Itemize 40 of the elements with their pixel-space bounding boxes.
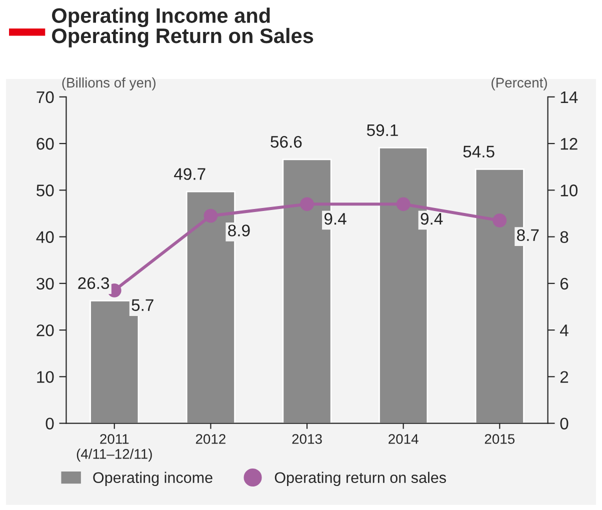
y-tick-label: 50 xyxy=(36,184,54,196)
y2-tick-label: 8 xyxy=(560,231,568,243)
y-tick-label: 20 xyxy=(36,324,54,336)
legend-label: Operating income xyxy=(93,472,212,486)
point xyxy=(396,197,410,212)
point xyxy=(300,197,314,212)
y2-tick-label: 0 xyxy=(560,418,568,430)
y2-tick-label: 6 xyxy=(560,278,568,290)
data-label: 8.9 xyxy=(228,224,250,236)
y2-tick-label: 12 xyxy=(560,138,578,150)
y-tick-label: 60 xyxy=(36,138,54,150)
point xyxy=(492,214,507,228)
y2-tick-label: 2 xyxy=(560,371,568,383)
data-label: 54.5 xyxy=(463,146,494,158)
data-label: 9.4 xyxy=(324,212,346,225)
y-axis-title: (Billions of yen) xyxy=(62,77,156,90)
y2-tick-label: 4 xyxy=(560,324,568,336)
y2-tick-label: 14 xyxy=(560,91,578,103)
x-tick-label: 2013 xyxy=(292,434,322,444)
y-tick-label: 40 xyxy=(36,231,54,243)
chart-title: Operating Income and Operating Return on Sales xyxy=(52,8,314,48)
point xyxy=(204,208,218,223)
y-tick-label: 30 xyxy=(36,278,54,290)
legend-label: Operating return on sales xyxy=(274,472,446,486)
data-label: 26.3 xyxy=(78,277,110,290)
y-tick-label: 70 xyxy=(36,91,54,104)
x-tick-label: 2014 xyxy=(388,434,418,444)
y-tick-label: 10 xyxy=(37,371,54,383)
data-label: 56.6 xyxy=(270,136,302,148)
x-tick-label: 2015 xyxy=(484,434,515,444)
data-label: 49.7 xyxy=(174,168,206,180)
data-label: 5.7 xyxy=(132,299,154,311)
y2-axis-title: (Percent) xyxy=(492,77,547,90)
data-label: 9.4 xyxy=(420,212,443,225)
y-tick-label: 0 xyxy=(46,418,54,430)
y2-tick-label: 10 xyxy=(560,184,578,196)
data-label: 59.1 xyxy=(366,124,398,136)
data-label: 8.7 xyxy=(517,229,539,242)
x-tick-label: 2011 (4/11–12/11) xyxy=(76,434,152,462)
x-tick-label: 2012 xyxy=(196,434,226,444)
